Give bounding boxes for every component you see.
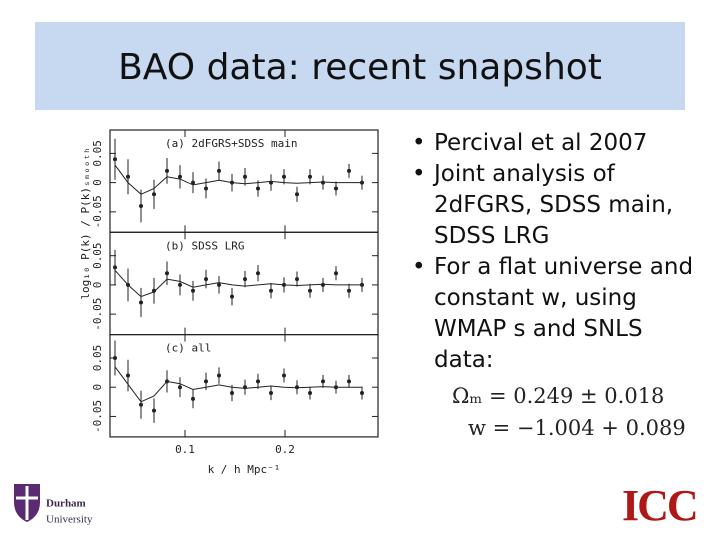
data-point bbox=[321, 282, 325, 287]
data-point bbox=[139, 300, 143, 305]
y-tick-label: -0.05 bbox=[91, 195, 104, 228]
data-point bbox=[178, 174, 182, 179]
data-point bbox=[217, 168, 221, 173]
data-point bbox=[347, 379, 351, 384]
data-point bbox=[204, 186, 208, 191]
data-point bbox=[308, 288, 312, 293]
data-point bbox=[321, 379, 325, 384]
data-point bbox=[178, 282, 182, 287]
data-point bbox=[360, 391, 364, 396]
data-point bbox=[152, 408, 156, 413]
bullet: Percival et al 2007 bbox=[408, 128, 698, 159]
y-tick-label: 0 bbox=[91, 179, 104, 186]
data-point bbox=[295, 385, 299, 390]
x-tick-label: 0.2 bbox=[275, 443, 295, 456]
panel-label: (c) all bbox=[165, 342, 211, 355]
data-point bbox=[321, 180, 325, 185]
data-point bbox=[139, 203, 143, 208]
data-point bbox=[165, 379, 169, 384]
data-point bbox=[256, 271, 260, 276]
data-point bbox=[282, 174, 286, 179]
data-point bbox=[191, 180, 195, 185]
icc-logo: ICC bbox=[622, 481, 697, 530]
bullet: Joint analysis of 2dFGRS, SDSS main, SDS… bbox=[408, 159, 698, 252]
data-point bbox=[334, 385, 338, 390]
slide-title: BAO data: recent snapshot bbox=[118, 47, 602, 88]
data-point bbox=[126, 373, 130, 378]
data-point bbox=[334, 271, 338, 276]
data-point bbox=[360, 282, 364, 287]
y-axis-label: log₁₀ P(k) / P(k)ₛₘₒₒₜₕ bbox=[79, 147, 92, 299]
data-point bbox=[152, 288, 156, 293]
y-tick-label: 0.05 bbox=[91, 345, 104, 372]
data-point bbox=[243, 277, 247, 282]
data-point bbox=[178, 385, 182, 390]
data-point bbox=[139, 402, 143, 407]
equation: Ωₘ = 0.249 ± 0.018 bbox=[452, 384, 665, 408]
data-point bbox=[282, 373, 286, 378]
data-point bbox=[165, 271, 169, 276]
x-axis-label: k / h Mpc⁻¹ bbox=[208, 463, 281, 476]
data-point bbox=[282, 282, 286, 287]
data-point bbox=[269, 180, 273, 185]
data-point bbox=[347, 288, 351, 293]
data-point bbox=[230, 294, 234, 299]
model-curve bbox=[114, 366, 362, 403]
data-point bbox=[243, 385, 247, 390]
data-point bbox=[204, 277, 208, 282]
data-point bbox=[191, 288, 195, 293]
y-tick-label: -0.05 bbox=[91, 400, 104, 433]
y-tick-label: 0.05 bbox=[91, 242, 104, 269]
data-point bbox=[295, 192, 299, 197]
data-point bbox=[113, 355, 117, 360]
data-point bbox=[308, 391, 312, 396]
data-point bbox=[230, 391, 234, 396]
model-curve bbox=[114, 164, 362, 195]
data-point bbox=[165, 168, 169, 173]
data-point bbox=[113, 265, 117, 270]
data-point bbox=[347, 168, 351, 173]
cross bbox=[16, 486, 38, 520]
y-tick-label: 0 bbox=[91, 282, 104, 289]
data-point bbox=[269, 391, 273, 396]
durham-logo: Durham University bbox=[14, 484, 93, 526]
y-tick-label: -0.05 bbox=[91, 298, 104, 331]
logo-text: University bbox=[46, 514, 93, 526]
y-tick-label: 0.05 bbox=[91, 140, 104, 167]
logo-text: Durham bbox=[46, 498, 86, 510]
data-point bbox=[126, 174, 130, 179]
data-point bbox=[217, 373, 221, 378]
panel-label: (a) 2dFGRS+SDSS main bbox=[165, 137, 297, 150]
equation: w = −1.004 + 0.089 bbox=[468, 416, 686, 440]
model-curve bbox=[114, 269, 362, 298]
y-tick-label: 0 bbox=[91, 384, 104, 391]
data-point bbox=[230, 180, 234, 185]
bullet-list: Percival et al 2007 Joint analysis of 2d… bbox=[408, 128, 698, 376]
data-point bbox=[243, 174, 247, 179]
data-point bbox=[217, 282, 221, 287]
data-point bbox=[295, 277, 299, 282]
panel-label: (b) SDSS LRG bbox=[165, 239, 244, 252]
data-point bbox=[152, 192, 156, 197]
data-point bbox=[334, 186, 338, 191]
data-point bbox=[113, 157, 117, 162]
data-point bbox=[269, 288, 273, 293]
bullet: For a flat universe and constant w, usin… bbox=[408, 252, 698, 376]
title-band bbox=[35, 22, 685, 110]
data-point bbox=[126, 282, 130, 287]
data-point bbox=[204, 379, 208, 384]
data-point bbox=[308, 174, 312, 179]
data-point bbox=[256, 186, 260, 191]
x-tick-label: 0.1 bbox=[175, 443, 195, 456]
data-point bbox=[360, 180, 364, 185]
panel-frame bbox=[109, 334, 379, 438]
data-point bbox=[256, 379, 260, 384]
data-point bbox=[191, 396, 195, 401]
